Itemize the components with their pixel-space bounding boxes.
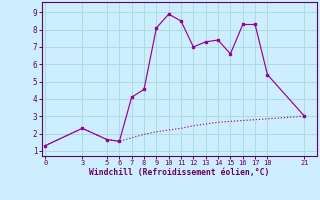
X-axis label: Windchill (Refroidissement éolien,°C): Windchill (Refroidissement éolien,°C) [89, 168, 269, 177]
